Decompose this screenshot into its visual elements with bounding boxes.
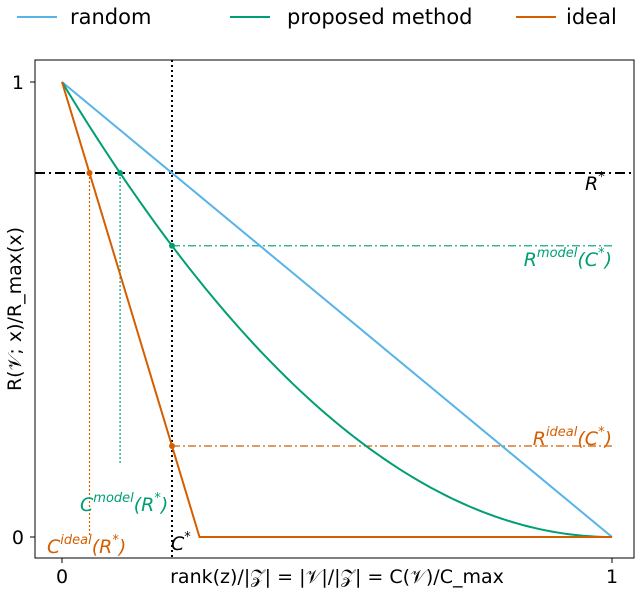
marker-model-r-star [117,170,124,176]
series-line-random [61,81,613,538]
markers [86,170,175,449]
x-axis-label: rank(z)/|𝒵| = |𝒱|/|𝒵| = C(𝒱)/C_max [170,566,504,588]
y-tick-label-0: 0 [12,527,24,549]
r-ideal-label: Rideal(C*) [533,425,612,450]
series-line-proposed-method [61,81,613,538]
legend-label-proposed: proposed method [287,5,473,29]
annotations: R* C* Rmodel(C*) Rideal(C*) Cmodel(R*) C… [47,170,612,558]
y-axis-label: R(𝒱; x)/R_max(x) [4,227,26,391]
plot-frame [34,59,635,559]
c-model-label: Cmodel(R*) [80,491,168,516]
legend-label-random: random [70,5,151,29]
r-model-label: Rmodel(C*) [524,246,612,271]
series-lines [61,81,613,538]
legend: random proposed method ideal [17,5,617,29]
marker-ideal-r-star [86,170,93,176]
marker-ideal-c-star [169,443,175,449]
legend-label-ideal: ideal [566,5,617,29]
axes-ticks: 1 0 0 1 [12,72,618,588]
r-star-label: R* [585,170,605,195]
reference-lines [35,60,634,558]
x-tick-label-0: 0 [56,566,68,588]
c-ideal-label: Cideal(R*) [47,533,126,558]
y-tick-label-1: 1 [12,72,24,94]
x-tick-label-1: 1 [606,566,618,588]
series-line-ideal [61,81,612,538]
marker-model-c-star [169,242,175,249]
c-star-label: C* [171,530,191,555]
